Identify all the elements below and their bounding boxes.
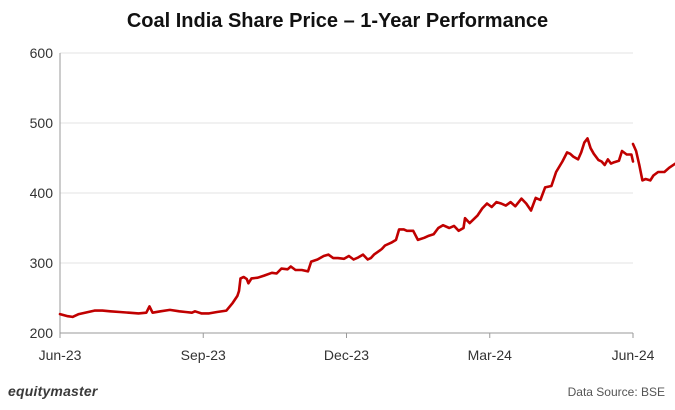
x-tick-label: Dec-23 xyxy=(324,347,369,363)
x-tick-label: Jun-23 xyxy=(39,347,82,363)
y-axis-ticks: 200 300 400 500 600 xyxy=(30,45,54,341)
y-tick-label: 300 xyxy=(30,255,54,271)
gridlines xyxy=(60,52,633,264)
y-tick-label: 400 xyxy=(30,185,54,201)
y-tick-label: 200 xyxy=(30,325,54,341)
y-tick-label: 500 xyxy=(30,115,54,131)
chart-title: Coal India Share Price – 1-Year Performa… xyxy=(126,10,549,32)
x-tick-label: Jun-24 xyxy=(612,347,655,363)
y-tick-label: 600 xyxy=(30,45,54,61)
brand-logo: equitymaster xyxy=(8,383,98,399)
series-lines xyxy=(58,137,675,319)
price-line xyxy=(631,142,675,182)
x-tick-label: Mar-24 xyxy=(468,347,513,363)
price-line xyxy=(58,137,635,319)
x-tick-label: Sep-23 xyxy=(181,347,226,363)
data-source-note: Data Source: BSE xyxy=(567,385,665,399)
x-axis-ticks: Jun-23 Sep-23 Dec-23 Mar-24 Jun-24 xyxy=(39,333,655,363)
